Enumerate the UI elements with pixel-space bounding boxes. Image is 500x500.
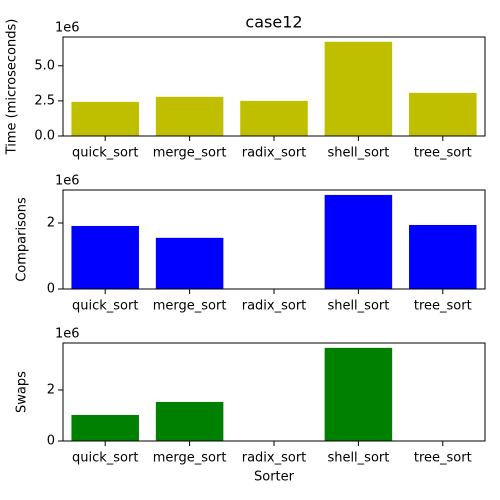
x-tick-label: quick_sort <box>72 146 138 161</box>
y-tick-label: 0.0 <box>34 129 55 144</box>
offset-label: 1e6 <box>55 21 80 36</box>
x-tick-label: shell_sort <box>327 299 389 314</box>
bar <box>155 401 224 441</box>
x-tick-label: tree_sort <box>414 146 472 161</box>
x-tick-label: radix_sort <box>242 299 307 314</box>
y-tick-label: 2 <box>47 382 55 397</box>
offset-label: 1e6 <box>55 327 80 342</box>
offset-label: 1e6 <box>55 174 80 189</box>
x-tick-label: merge_sort <box>153 299 227 314</box>
bar <box>71 101 139 136</box>
x-tick-label: shell_sort <box>327 146 389 161</box>
bar <box>155 237 224 289</box>
bar <box>324 41 393 136</box>
bar <box>240 100 308 136</box>
y-tick-label: 2 <box>47 216 55 231</box>
y-tick-label: 0 <box>47 282 55 297</box>
chart-title: case12 <box>245 13 302 32</box>
x-axis-label: Sorter <box>254 470 295 485</box>
x-tick-label: radix_sort <box>242 451 307 466</box>
axes-frame <box>62 189 486 290</box>
bar <box>71 414 139 441</box>
x-tick-label: shell_sort <box>327 451 389 466</box>
bar <box>409 224 477 289</box>
y-axis-label: Swaps <box>15 371 30 413</box>
bar <box>324 347 393 441</box>
bar <box>409 92 477 136</box>
y-axis-label: Time (microseconds) <box>5 19 20 156</box>
x-tick-label: merge_sort <box>153 146 227 161</box>
x-tick-label: radix_sort <box>242 146 307 161</box>
bar <box>71 225 139 289</box>
x-tick-label: merge_sort <box>153 451 227 466</box>
x-tick-label: tree_sort <box>414 299 472 314</box>
x-tick-label: tree_sort <box>414 451 472 466</box>
axes-frame <box>62 36 486 137</box>
bar <box>324 194 393 289</box>
y-tick-label: 2.5 <box>34 93 55 108</box>
x-tick-label: quick_sort <box>72 299 138 314</box>
y-tick-label: 5.0 <box>34 58 55 73</box>
y-tick-label: 0 <box>47 434 55 449</box>
x-tick-label: quick_sort <box>72 451 138 466</box>
bar <box>155 96 224 136</box>
axes-frame <box>62 342 486 442</box>
y-axis-label: Comparisons <box>15 197 30 282</box>
